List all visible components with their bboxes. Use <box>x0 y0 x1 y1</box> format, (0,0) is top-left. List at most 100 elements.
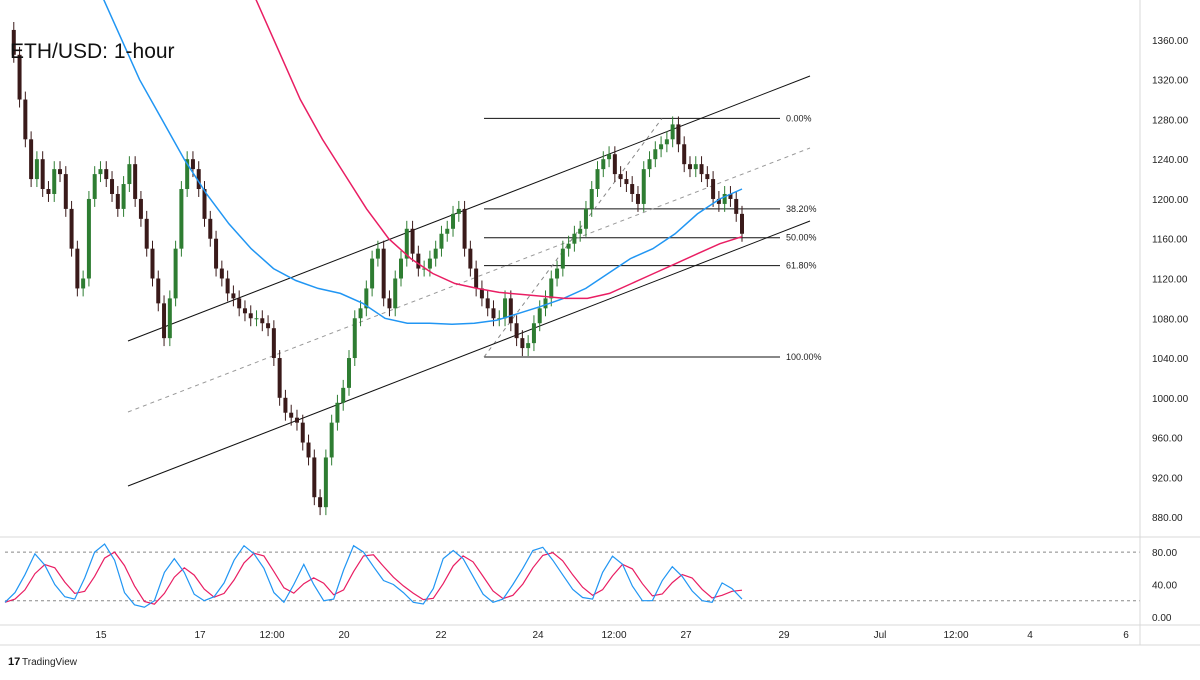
candle-body <box>410 228 415 254</box>
candle-body <box>503 298 508 319</box>
price-tick-label: 1120.00 <box>1152 274 1188 285</box>
ma-short-line <box>103 0 743 325</box>
candle-body <box>474 268 479 289</box>
time-tick-label: 24 <box>532 630 544 641</box>
axes: 1360.00 1320.00 1280.00 1240.00 1200.00 1160.… <box>0 0 1200 646</box>
candle-body <box>514 323 519 339</box>
candle-body <box>728 193 733 199</box>
candle-body <box>63 174 68 209</box>
candle-body <box>439 233 444 249</box>
ma-long-line <box>255 0 743 300</box>
time-tick-label: 4 <box>1027 630 1033 641</box>
candle-body <box>520 338 525 349</box>
price-tick-label: 880.00 <box>1152 513 1183 524</box>
candle-body <box>266 323 271 329</box>
candle-body <box>127 164 132 185</box>
fib-level-label: 0.00% <box>786 113 812 123</box>
time-tick-label: 12:00 <box>943 630 968 641</box>
candle-body <box>115 193 120 209</box>
candle-body <box>318 497 323 508</box>
candle-body <box>387 298 392 309</box>
stochastic-d-line <box>4 551 743 605</box>
candle-body <box>358 308 363 319</box>
candle-body <box>52 169 57 194</box>
candle-body <box>537 308 542 324</box>
candle-body <box>58 169 63 175</box>
candle-body <box>659 144 664 150</box>
price-tick-label: 920.00 <box>1152 473 1183 484</box>
candle-body <box>248 313 253 319</box>
oscillator-tick-label: 0.00 <box>1152 613 1172 624</box>
candle-body <box>341 387 346 403</box>
candle-body <box>676 124 681 145</box>
candle-body <box>399 258 404 279</box>
candle-body <box>595 169 600 190</box>
candle-body <box>202 189 207 219</box>
candle-body <box>312 457 317 498</box>
candle-body <box>17 54 22 100</box>
candle-body <box>167 298 172 339</box>
candle-body <box>491 308 496 319</box>
candle-body <box>92 174 97 199</box>
candle-body <box>618 174 623 180</box>
candle-body <box>687 164 692 170</box>
candle-body <box>433 248 438 259</box>
candle-body <box>427 258 432 269</box>
candle-body <box>69 208 74 249</box>
candle-body <box>635 193 640 204</box>
price-tick-label: 1080.00 <box>1152 314 1189 325</box>
tradingview-logo[interactable]: 17 TradingView <box>8 656 78 668</box>
candle-body <box>81 278 86 289</box>
candle-body <box>173 248 178 299</box>
moving-averages <box>103 0 743 325</box>
candle-body <box>734 198 739 214</box>
candle-body <box>375 248 380 259</box>
candle-body <box>711 179 716 199</box>
candle-body <box>150 248 155 279</box>
candle-body <box>531 323 536 344</box>
candle-body <box>242 308 247 314</box>
fibonacci-retracement: 0.00% 38.20% 50.00% 61.80% 100.00% <box>483 113 822 362</box>
candle-body <box>323 457 328 508</box>
candle-body <box>641 169 646 204</box>
stochastic-k-line <box>4 543 743 608</box>
time-tick-label: 12:00 <box>601 630 626 641</box>
price-tick-label: 1320.00 <box>1152 76 1189 87</box>
candle-body <box>404 228 409 259</box>
candle-body <box>190 159 195 170</box>
candle-body <box>612 154 617 175</box>
price-tick-label: 1280.00 <box>1152 115 1189 126</box>
candle-body <box>555 268 560 279</box>
candle-body <box>179 189 184 249</box>
price-tick-label: 1160.00 <box>1152 235 1188 246</box>
fib-trend-line <box>483 118 663 358</box>
candle-body <box>162 303 167 339</box>
time-tick-label: 27 <box>680 630 692 641</box>
candle-body <box>237 298 242 309</box>
time-tick-label: 29 <box>778 630 790 641</box>
candle-body <box>335 402 340 423</box>
candle-body <box>219 268 224 279</box>
candle-body <box>445 228 450 234</box>
candle-body <box>46 189 51 194</box>
candle-body <box>693 164 698 170</box>
candle-body <box>294 417 299 423</box>
time-tick-label: Jul <box>874 630 887 641</box>
candle-body <box>589 189 594 209</box>
channel-upper-line <box>127 75 811 342</box>
candle-body <box>231 293 236 299</box>
candle-body <box>381 248 386 299</box>
candle-body <box>479 288 484 299</box>
price-tick-label: 1240.00 <box>1152 155 1189 166</box>
candle-body <box>289 412 294 418</box>
brand-label: TradingView <box>22 657 78 668</box>
candle-body <box>422 268 427 270</box>
time-tick-label: 17 <box>194 630 206 641</box>
candle-body <box>277 358 282 398</box>
candle-body <box>300 422 305 443</box>
candle-body <box>705 174 710 180</box>
candle-body <box>29 139 34 180</box>
tradingview-logo-icon: 17 <box>8 656 20 668</box>
